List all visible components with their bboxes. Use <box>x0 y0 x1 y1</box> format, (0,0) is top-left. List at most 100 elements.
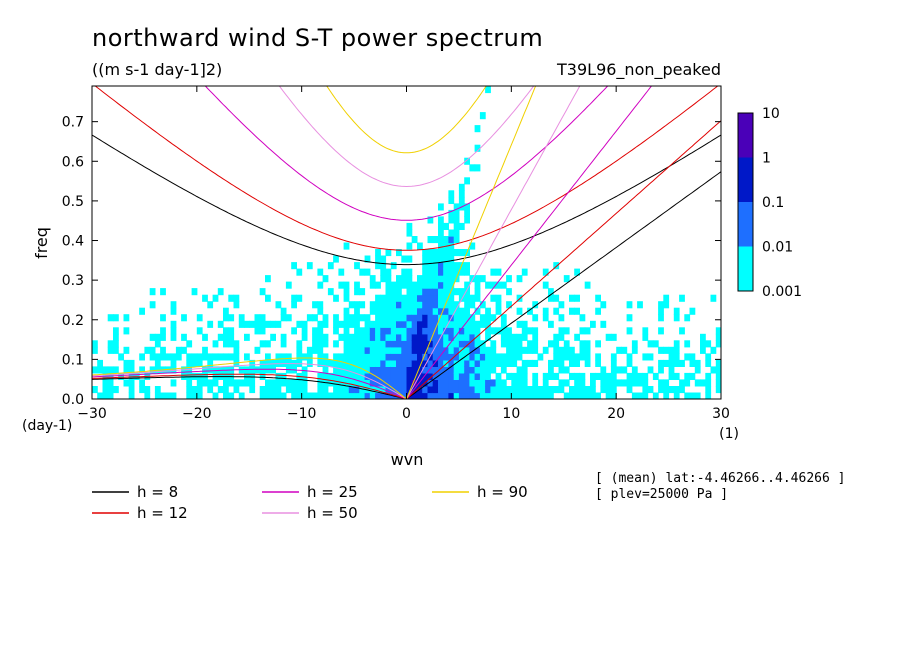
field-cell <box>160 314 166 322</box>
y-axis-unit: (day-1) <box>22 418 72 434</box>
field-cell <box>306 346 313 354</box>
field-cell <box>385 281 392 289</box>
field-cell <box>485 281 491 289</box>
field-cell <box>684 392 691 399</box>
field-cell <box>458 314 465 322</box>
field-cell <box>144 346 151 354</box>
field-cell <box>422 327 428 335</box>
field-cell <box>249 366 256 374</box>
field-cell <box>401 307 408 315</box>
field-cell <box>417 294 423 302</box>
field-cell <box>364 366 371 374</box>
field-cell <box>558 314 565 322</box>
field-cell <box>390 379 397 387</box>
field-cell <box>464 203 470 211</box>
field-cell <box>128 386 135 394</box>
field-cell <box>385 392 392 399</box>
field-cell <box>715 359 721 367</box>
field-cell <box>317 392 324 399</box>
y-tick-label: 0.6 <box>62 154 84 170</box>
field-cell <box>196 379 203 387</box>
field-cell <box>401 275 408 283</box>
field-cell <box>275 372 282 380</box>
field-cell <box>417 307 423 315</box>
field-cell <box>380 372 387 380</box>
field-cell <box>238 314 245 322</box>
x-tick-label: −20 <box>182 406 212 422</box>
field-cell <box>390 314 397 322</box>
field-cell <box>401 333 408 341</box>
field-cell <box>160 333 166 341</box>
field-cell <box>584 281 591 289</box>
field-cell <box>438 242 444 250</box>
field-cell <box>537 353 544 361</box>
field-cell <box>532 372 539 380</box>
field-cell <box>453 222 460 230</box>
field-cell <box>228 333 235 341</box>
field-cell <box>673 359 680 367</box>
field-cell <box>406 314 413 322</box>
field-cell <box>259 392 266 399</box>
field-cell <box>511 353 518 361</box>
field-cell <box>469 333 476 341</box>
field-cell <box>254 327 261 335</box>
field-cell <box>369 366 376 374</box>
field-cell <box>432 392 439 399</box>
field-cell <box>548 366 554 374</box>
field-cell <box>401 392 408 399</box>
field-cell <box>438 301 444 309</box>
field-cell <box>474 307 481 315</box>
field-cell <box>196 353 203 361</box>
field-cell <box>469 392 476 399</box>
field-cell <box>469 294 476 302</box>
field-cell <box>123 359 130 367</box>
field-cell <box>212 379 219 387</box>
field-cell <box>600 386 607 394</box>
field-cell <box>396 340 402 348</box>
field-cell <box>626 327 633 335</box>
field-cell <box>432 255 439 263</box>
field-cell <box>500 366 507 374</box>
field-cell <box>411 386 418 394</box>
field-cell <box>422 249 428 257</box>
field-cell <box>448 236 455 244</box>
field-cell <box>438 386 444 394</box>
field-cell <box>527 386 533 394</box>
field-cell <box>406 268 413 276</box>
field-cell <box>553 372 560 380</box>
field-cell <box>663 301 670 309</box>
field-cell <box>375 386 381 394</box>
field-cell <box>107 346 114 354</box>
field-cell <box>380 359 387 367</box>
field-cell <box>396 288 402 296</box>
field-cell <box>553 340 560 348</box>
field-cell <box>369 281 376 289</box>
field-cell <box>118 353 124 361</box>
field-cell <box>432 281 439 289</box>
field-cell <box>280 379 287 387</box>
field-cell <box>427 216 434 224</box>
field-cell <box>181 333 187 341</box>
field-cell <box>553 386 560 394</box>
field-cell <box>223 314 229 322</box>
field-cell <box>265 320 271 328</box>
field-cell <box>375 346 381 354</box>
field-cell <box>380 392 387 399</box>
field-cell <box>584 359 591 367</box>
field-cell <box>432 340 439 348</box>
field-cell <box>401 366 408 374</box>
field-cell <box>160 288 166 296</box>
field-cell <box>579 340 586 348</box>
x-tick-label: −30 <box>77 406 107 422</box>
field-cell <box>396 333 402 341</box>
field-cell <box>469 320 476 328</box>
field-cell <box>375 314 381 322</box>
field-cell <box>380 294 387 302</box>
field-cell <box>453 314 460 322</box>
field-cell <box>375 301 381 309</box>
field-cell <box>516 366 523 374</box>
field-cell <box>359 301 366 309</box>
field-cell <box>584 346 591 354</box>
field-cell <box>458 327 465 335</box>
field-cell <box>527 340 533 348</box>
